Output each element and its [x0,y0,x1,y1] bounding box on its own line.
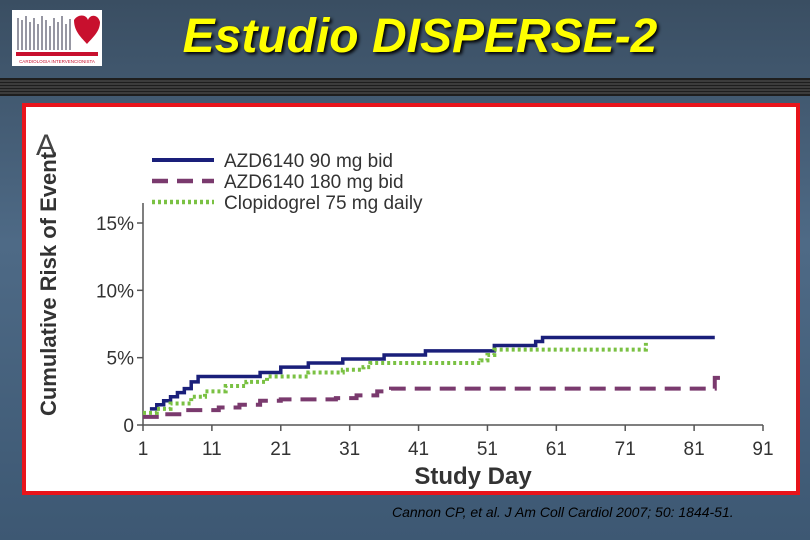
panel-label: A [36,129,56,162]
legend-label-2: AZD6140 180 mg bid [224,172,404,193]
citation: Cannon CP, et al. J Am Coll Cardiol 2007… [392,504,734,520]
y-axis-label: Cumulative Risk of Event [36,151,61,416]
legend-label-3: Clopidogrel 75 mg daily [224,193,423,214]
y-tick-label: 15% [96,214,134,235]
x-tick-label: 81 [684,439,705,460]
series-line-1 [149,335,715,411]
legend-label-1: AZD6140 90 mg bid [224,151,393,172]
x-tick-label: 51 [477,439,498,460]
x-tick-label: 31 [339,439,360,460]
x-tick-label: 21 [270,439,291,460]
hospital-logo-icon: CARDIOLOGIA INTERVENCIONISTA [12,10,102,66]
slide-title: Estudio DISPERSE-2 [182,10,658,63]
title-divider [0,78,810,96]
x-axis-label: Study Day [414,463,532,490]
logo-small-text: CARDIOLOGIA INTERVENCIONISTA [19,59,95,64]
series-line-2 [143,375,724,419]
x-tick-label: 41 [408,439,429,460]
y-tick-label: 0 [123,416,134,437]
chart-frame: A 0 5% 10% 15% 1 11 21 31 41 51 61 71 81 91 Study Day Cu… [22,103,800,495]
y-tick-label: 10% [96,281,134,302]
x-tick-label: 71 [615,439,636,460]
x-tick-label: 11 [202,439,222,460]
x-tick-label: 61 [546,439,567,460]
x-tick-label: 1 [138,439,149,460]
x-tick-label: 91 [752,439,773,460]
y-tick-label: 5% [107,349,135,370]
